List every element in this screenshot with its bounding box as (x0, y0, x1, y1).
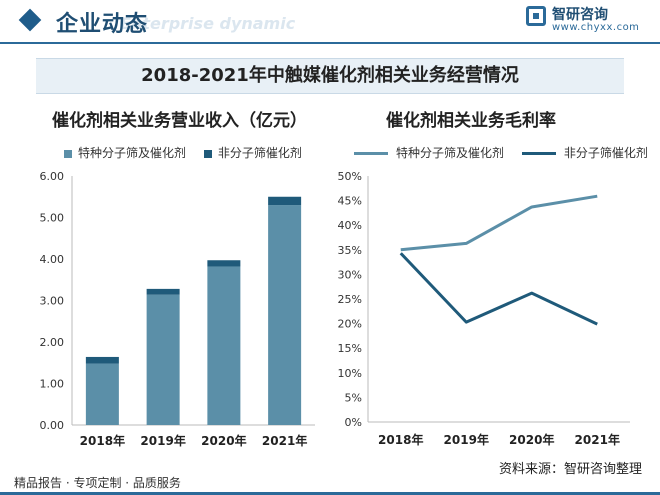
legend-swatch (203, 149, 212, 158)
header-divider (0, 42, 660, 44)
bar-chart-title: 催化剂相关业务营业收入（亿元） (52, 111, 307, 131)
banner-title: 2018-2021年中触媒催化剂相关业务经营情况 (36, 58, 624, 94)
bar-segment (207, 266, 241, 425)
series-line (400, 194, 598, 252)
y-tick-label: 30% (338, 268, 362, 281)
legend-label: 特种分子筛及催化剂 (78, 146, 187, 160)
y-tick-label: 4.00 (40, 253, 65, 266)
bar-segment (207, 260, 241, 267)
legend-label: 非分子筛催化剂 (217, 146, 302, 160)
y-tick-label: 40% (338, 219, 362, 232)
header-subtitle: Enterprise dynamic (120, 14, 296, 33)
diamond-icon (18, 8, 42, 32)
x-tick-label: 2019年 (444, 432, 489, 447)
logo: 智研咨询 www.chyxx.com (526, 4, 646, 38)
y-tick-label: 25% (338, 293, 362, 306)
bar-segment (146, 288, 180, 295)
legend-item: 特种分子筛及催化剂 (354, 144, 504, 161)
x-tick-label: 2020年 (201, 433, 246, 448)
y-tick-label: 35% (338, 244, 362, 257)
bar-chart-legend: 特种分子筛及催化剂 非分子筛催化剂 (64, 144, 316, 161)
x-tick-label: 2019年 (140, 433, 185, 448)
y-tick-label: 20% (338, 318, 362, 331)
legend-label: 特种分子筛及催化剂 (396, 146, 505, 160)
line-chart-legend: 特种分子筛及催化剂 非分子筛催化剂 (354, 144, 660, 161)
y-tick-label: 5.00 (40, 212, 65, 225)
footer: 精品报告 · 专项定制 · 品质服务 资料来源：智研咨询整理 (0, 462, 660, 495)
bar-segment (85, 363, 119, 425)
x-tick-label: 2018年 (80, 433, 125, 448)
y-tick-label: 0.00 (40, 419, 65, 432)
x-tick-label: 2018年 (378, 432, 423, 447)
logo-url: www.chyxx.com (552, 22, 640, 33)
x-tick-label: 2020年 (509, 432, 554, 447)
bar-segment (85, 356, 119, 364)
legend-swatch (64, 149, 72, 158)
header-title: 企业动态 (56, 12, 149, 37)
y-tick-label: 15% (338, 342, 362, 355)
logo-icon (526, 6, 546, 26)
logo-name: 智研咨询 (552, 7, 608, 23)
bar-chart: 0.00 1.00 2.00 3.00 4.00 5.00 6.00 2018年 2019年 20… (40, 170, 315, 448)
legend-item: 非分子筛催化剂 (203, 144, 302, 161)
line-chart-title: 催化剂相关业务毛利率 (386, 111, 556, 131)
legend-swatch (521, 152, 556, 155)
header: Enterprise dynamic 企业动态 智研咨询 www.chyxx.c… (0, 0, 660, 44)
footer-slogan: 精品报告 · 专项定制 · 品质服务 (14, 476, 181, 490)
bar-segment (146, 294, 180, 425)
series-line (399, 252, 598, 326)
bar-segment (268, 205, 302, 425)
footer-source: 资料来源：智研咨询整理 (498, 462, 642, 477)
legend-item: 特种分子筛及催化剂 (64, 144, 186, 161)
y-tick-label: 3.00 (40, 295, 65, 308)
legend-item: 非分子筛催化剂 (521, 144, 648, 161)
footer-divider (0, 492, 660, 495)
y-tick-label: 6.00 (40, 170, 65, 183)
y-tick-label: 45% (338, 195, 362, 208)
x-tick-label: 2021年 (262, 433, 307, 448)
legend-swatch (354, 152, 388, 155)
bar-segment (268, 196, 302, 206)
y-tick-label: 1.00 (40, 378, 65, 391)
y-tick-label: 2.00 (40, 336, 65, 349)
y-tick-label: 10% (338, 367, 362, 380)
y-tick-label: 0% (345, 416, 362, 429)
x-tick-label: 2021年 (575, 432, 620, 447)
line-chart: 0% 5% 10% 15% 20% 25% 30% 35% 40% 45% 50% 2018年 2019… (338, 170, 630, 447)
y-tick-label: 5% (345, 391, 362, 404)
legend-label: 非分子筛催化剂 (563, 146, 648, 160)
y-tick-label: 50% (338, 170, 362, 183)
